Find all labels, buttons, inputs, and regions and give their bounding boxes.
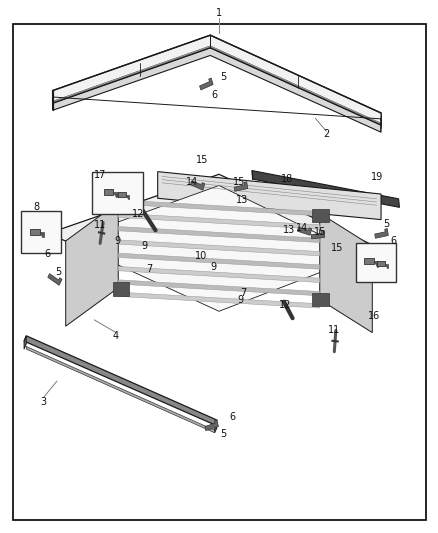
Text: 9: 9	[237, 295, 243, 304]
Polygon shape	[118, 280, 320, 296]
Text: 10: 10	[195, 251, 208, 261]
Polygon shape	[215, 420, 217, 433]
Text: 4: 4	[113, 331, 119, 341]
Text: 15: 15	[314, 227, 327, 237]
Polygon shape	[26, 346, 215, 433]
Text: 15: 15	[233, 177, 245, 187]
Bar	[364, 258, 374, 264]
Text: 7: 7	[240, 288, 246, 298]
Text: 12: 12	[132, 209, 144, 219]
Polygon shape	[48, 174, 381, 308]
Text: 9: 9	[210, 262, 216, 271]
Text: 5: 5	[383, 219, 389, 229]
Polygon shape	[312, 293, 328, 306]
Text: 5: 5	[220, 72, 226, 82]
Polygon shape	[118, 227, 320, 243]
Bar	[356, 243, 396, 281]
Polygon shape	[320, 213, 372, 333]
Text: 3: 3	[41, 398, 47, 407]
Polygon shape	[118, 240, 320, 256]
Polygon shape	[375, 229, 389, 238]
Bar	[118, 192, 126, 197]
Polygon shape	[118, 266, 320, 282]
Text: 2: 2	[323, 130, 329, 139]
Polygon shape	[374, 261, 378, 266]
Text: 5: 5	[220, 430, 226, 439]
Polygon shape	[53, 35, 381, 125]
Text: 13: 13	[283, 225, 296, 235]
Polygon shape	[234, 182, 248, 191]
Polygon shape	[311, 230, 325, 239]
Text: 12: 12	[279, 300, 291, 310]
Text: 17: 17	[94, 170, 106, 180]
Polygon shape	[113, 282, 129, 296]
Text: 16: 16	[368, 311, 381, 320]
Text: 13: 13	[236, 195, 248, 205]
Text: 7: 7	[146, 264, 152, 274]
Polygon shape	[24, 336, 217, 425]
Text: 11: 11	[328, 326, 340, 335]
Polygon shape	[113, 192, 118, 197]
Polygon shape	[252, 171, 399, 207]
Text: 11: 11	[94, 220, 106, 230]
Text: 14: 14	[186, 177, 198, 187]
Polygon shape	[191, 181, 205, 190]
Text: 6: 6	[44, 249, 50, 259]
Polygon shape	[118, 200, 320, 216]
Polygon shape	[158, 172, 381, 220]
Polygon shape	[118, 213, 320, 229]
Text: 6: 6	[212, 90, 218, 100]
Text: 9: 9	[141, 241, 148, 251]
Polygon shape	[118, 292, 320, 308]
Text: 8: 8	[33, 202, 39, 212]
Text: 14: 14	[296, 223, 308, 233]
Text: 6: 6	[229, 412, 235, 422]
Text: 1: 1	[216, 9, 222, 18]
Polygon shape	[48, 273, 62, 285]
Bar	[377, 261, 385, 266]
Polygon shape	[24, 336, 26, 349]
Bar	[30, 229, 40, 235]
Polygon shape	[40, 232, 44, 237]
Text: 9: 9	[114, 236, 120, 246]
Polygon shape	[53, 48, 381, 132]
Polygon shape	[126, 195, 129, 199]
Polygon shape	[66, 203, 118, 326]
Polygon shape	[113, 198, 129, 212]
Polygon shape	[118, 253, 320, 269]
Text: 18: 18	[281, 174, 293, 183]
Text: 15: 15	[331, 243, 343, 253]
Bar	[92, 172, 143, 214]
Text: 15: 15	[196, 155, 208, 165]
Bar	[21, 211, 61, 253]
Bar	[104, 189, 113, 195]
Polygon shape	[66, 185, 364, 311]
Text: 5: 5	[55, 267, 61, 277]
Polygon shape	[200, 78, 213, 90]
Text: 6: 6	[390, 237, 396, 246]
Polygon shape	[205, 420, 219, 431]
Polygon shape	[297, 227, 311, 235]
Polygon shape	[312, 209, 328, 222]
Text: 19: 19	[371, 173, 384, 182]
Polygon shape	[385, 264, 389, 268]
